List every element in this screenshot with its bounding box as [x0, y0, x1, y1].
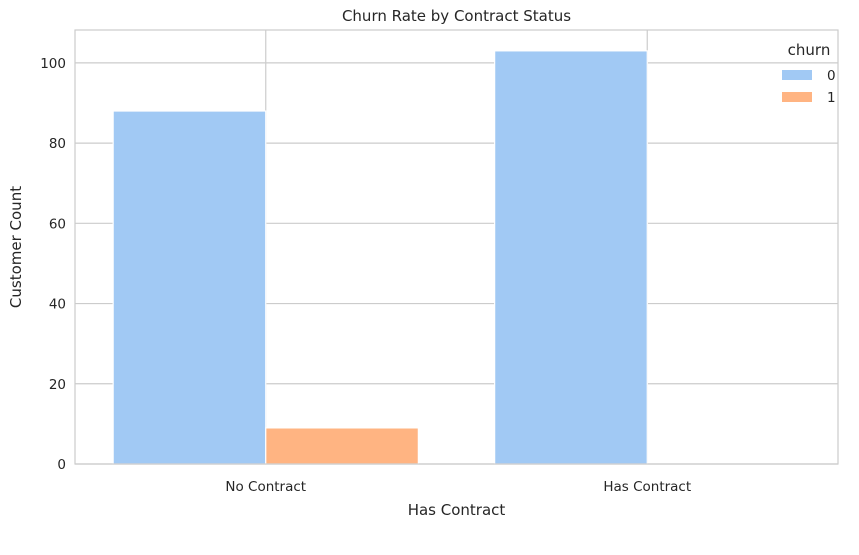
chart-title: Churn Rate by Contract Status: [342, 7, 571, 25]
y-tick-labels: 0 20 40 60 80 100: [40, 56, 66, 473]
legend-label: 0: [827, 68, 836, 84]
bars-layer: [112, 50, 648, 465]
y-tick-label: 40: [49, 297, 66, 313]
legend-swatch: [782, 70, 812, 80]
plot-frame: [74, 29, 839, 465]
x-tick-label: Has Contract: [603, 479, 691, 495]
y-tick-label: 60: [49, 216, 66, 232]
legend-items: 01: [782, 68, 836, 106]
y-tick-label: 20: [49, 377, 66, 393]
legend: churn 01: [782, 41, 836, 106]
bar-series-0-no-contract: [112, 110, 267, 465]
bar-series-1-no-contract: [265, 427, 419, 465]
y-tick-label: 80: [49, 136, 66, 152]
y-axis-label: Customer Count: [7, 186, 25, 308]
bar-series-0-has-contract: [494, 50, 648, 465]
x-tick-labels: No Contract Has Contract: [225, 479, 691, 495]
legend-title: churn: [788, 41, 831, 59]
y-tick-label: 0: [57, 457, 66, 473]
x-axis-label: Has Contract: [408, 501, 506, 519]
legend-label: 1: [827, 90, 836, 106]
y-tick-label: 100: [40, 56, 66, 72]
x-tick-label: No Contract: [225, 479, 306, 495]
legend-swatch: [782, 92, 812, 102]
